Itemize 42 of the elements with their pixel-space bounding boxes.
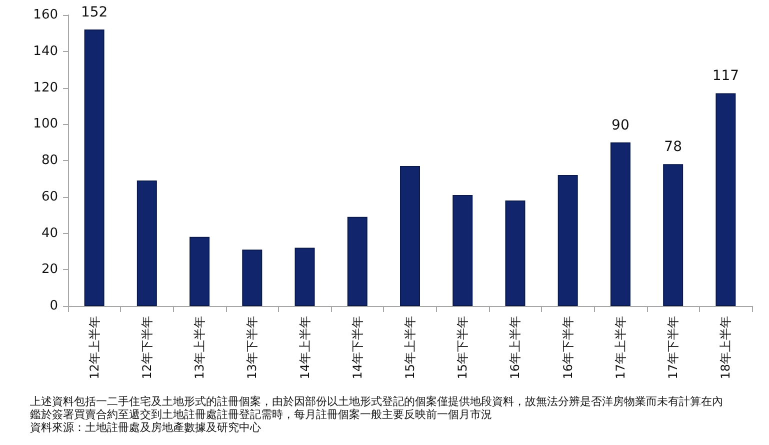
data-label: 152 xyxy=(80,4,108,21)
y-tick-label: 120 xyxy=(33,80,58,96)
x-tick-label: 16年上半年 xyxy=(508,316,522,380)
x-tick-label: 13年上半年 xyxy=(192,316,207,380)
y-tick-label: 80 xyxy=(41,153,58,168)
y-tick-label: 160 xyxy=(33,8,58,22)
x-tick-label: 16年下半年 xyxy=(560,316,575,380)
x-tick-label: 18年上半年 xyxy=(718,316,733,380)
source-note: 資料來源：土地註冊處及房地產數據及研究中心 xyxy=(30,421,261,434)
y-tick-label: 60 xyxy=(41,189,58,204)
x-tick-label: 15年上半年 xyxy=(403,316,417,380)
y-tick-label: 40 xyxy=(41,226,58,241)
x-tick-label: 12年下半年 xyxy=(140,316,154,380)
bar xyxy=(558,175,578,306)
x-tick-label: 14年上半年 xyxy=(298,316,312,380)
y-tick-label: 140 xyxy=(33,44,58,59)
bar xyxy=(400,166,420,306)
data-label: 90 xyxy=(612,117,630,134)
y-tick-label: 0 xyxy=(50,298,58,314)
data-label: 117 xyxy=(712,68,740,84)
x-tick-label: 17年上半年 xyxy=(613,316,628,380)
x-tick-label: 15年下半年 xyxy=(456,316,470,380)
bar xyxy=(136,180,157,306)
x-tick-label: 14年下半年 xyxy=(350,316,364,380)
x-tick-label: 17年下半年 xyxy=(666,316,680,380)
bar xyxy=(84,30,104,306)
y-tick-label: 20 xyxy=(41,262,58,278)
bar xyxy=(347,216,368,306)
bar xyxy=(294,248,315,306)
y-tick-label: 100 xyxy=(33,116,58,132)
bar xyxy=(505,200,526,306)
bar xyxy=(716,93,736,306)
text: 鑑於簽署買賣合約至遞交到土地註冊處註冊登記需時，每月註冊個案一般主要反映前一個月市況 xyxy=(30,408,492,421)
text: 上述資料包括一二手住宅及土地形式的註冊個案，由於因部份以土地形式登記的個案僅提供地段資料，故無法分辨是否洋房物業而未有計算在內 xyxy=(30,395,723,408)
x-tick-label: 13年下半年 xyxy=(245,316,260,380)
x-tick-label: 12年上半年 xyxy=(87,316,102,380)
bar xyxy=(610,142,630,306)
bar xyxy=(242,250,262,306)
bar xyxy=(190,236,210,306)
bar xyxy=(663,164,684,306)
data-label: 78 xyxy=(664,139,682,156)
bar xyxy=(452,195,473,306)
